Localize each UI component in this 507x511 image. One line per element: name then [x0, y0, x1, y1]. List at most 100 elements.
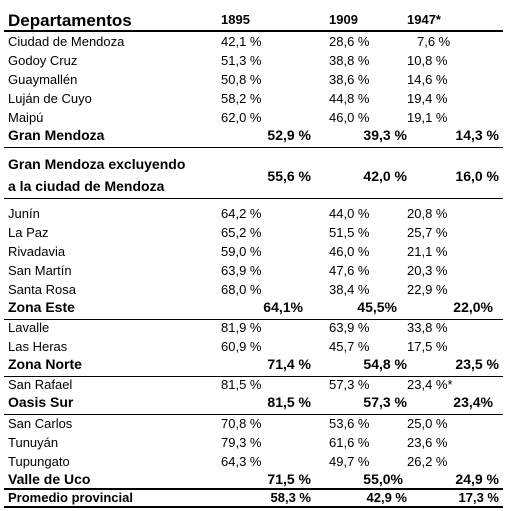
value-1947: 17,3 %: [458, 490, 499, 505]
value-1909: 55,0%: [363, 471, 403, 487]
value-1947: 23,4%: [453, 394, 493, 410]
value-1909: 46,0 %: [329, 110, 370, 125]
value-1947: 21,1 %: [407, 244, 448, 259]
row-name: La Paz: [8, 225, 49, 240]
value-1909: 45,5%: [357, 299, 397, 315]
value-1909: 44,0 %: [329, 206, 370, 221]
value-1947: 10,8 %: [407, 53, 448, 68]
value-1895: 81,5 %: [221, 377, 262, 392]
value-1909: 42,0 %: [363, 168, 407, 184]
row-name: Zona Este: [8, 299, 75, 315]
value-1947: 23,6 %: [407, 435, 448, 450]
row-name: San Carlos: [8, 416, 73, 431]
value-1895: 63,9 %: [221, 263, 262, 278]
value-1947: 19,1 %: [407, 110, 448, 125]
value-1909: 28,6 %: [329, 34, 370, 49]
value-1909: 51,5 %: [329, 225, 370, 240]
value-1909: 53,6 %: [329, 416, 370, 431]
row-name: Rivadavia: [8, 244, 66, 259]
value-1947: 22,9 %: [407, 282, 448, 297]
value-1947: 23,5 %: [455, 356, 499, 372]
value-1947: 25,0 %: [407, 416, 448, 431]
row-name: San Rafael: [8, 377, 73, 392]
header-rule: [4, 30, 503, 32]
value-1909: 54,8 %: [363, 356, 407, 372]
value-1895: 71,4 %: [267, 356, 311, 372]
row-name: Guaymallén: [8, 72, 78, 87]
row-name: Las Heras: [8, 339, 68, 354]
row-name-line2: a la ciudad de Mendoza: [8, 178, 165, 194]
value-1909: 44,8 %: [329, 91, 370, 106]
value-1947: 33,8 %: [407, 320, 448, 335]
value-1895: 79,3 %: [221, 435, 262, 450]
row-rule: [4, 488, 503, 490]
header-1895: 1895: [221, 12, 250, 27]
row-name: Lavalle: [8, 320, 50, 335]
row-rule: [4, 147, 503, 148]
bottom-rule: [4, 506, 503, 508]
row-name: San Martín: [8, 263, 72, 278]
value-1947: 14,6 %: [407, 72, 448, 87]
value-1947: 22,0%: [453, 299, 493, 315]
value-1947: 16,0 %: [455, 168, 499, 184]
row-name: Promedio provincial: [8, 490, 133, 505]
header-1947: 1947*: [407, 12, 441, 27]
value-1947: 25,7 %: [407, 225, 448, 240]
value-1895: 81,9 %: [221, 320, 262, 335]
value-1909: 38,6 %: [329, 72, 370, 87]
value-1895: 65,2 %: [221, 225, 262, 240]
value-1895: 51,3 %: [221, 53, 262, 68]
value-1909: 57,3 %: [329, 377, 370, 392]
value-1895: 55,6 %: [267, 168, 311, 184]
row-name: Godoy Cruz: [8, 53, 78, 68]
value-1909: 49,7 %: [329, 454, 370, 469]
value-1947: 19,4 %: [407, 91, 448, 106]
row-name: Gran Mendoza: [8, 127, 105, 143]
value-1909: 39,3 %: [363, 127, 407, 143]
row-name: Maipú: [8, 110, 44, 125]
value-1909: 47,6 %: [329, 263, 370, 278]
value-1895: 64,3 %: [221, 454, 262, 469]
row-name: Zona Norte: [8, 356, 82, 372]
value-1895: 70,8 %: [221, 416, 262, 431]
value-1895: 64,2 %: [221, 206, 262, 221]
row-name: Tupungato: [8, 454, 70, 469]
row-name: Oasis Sur: [8, 394, 74, 410]
value-1947: 23,4 %*: [407, 377, 453, 392]
row-name: Tunuyán: [8, 435, 59, 450]
value-1895: 81,5 %: [267, 394, 311, 410]
row-rule: [4, 319, 503, 320]
value-1895: 62,0 %: [221, 110, 262, 125]
row-name: Luján de Cuyo: [8, 91, 92, 106]
value-1947: 26,2 %: [407, 454, 448, 469]
row-name: Ciudad de Mendoza: [8, 34, 125, 49]
value-1947: 7,6 %: [417, 34, 451, 49]
value-1895: 52,9 %: [267, 127, 311, 143]
row-name: Junín: [8, 206, 40, 221]
value-1947: 17,5 %: [407, 339, 448, 354]
row-name: Santa Rosa: [8, 282, 76, 297]
value-1909: 38,4 %: [329, 282, 370, 297]
value-1909: 38,8 %: [329, 53, 370, 68]
row-name: Valle de Uco: [8, 471, 91, 487]
value-1895: 58,3 %: [270, 490, 311, 505]
value-1909: 63,9 %: [329, 320, 370, 335]
value-1947: 20,8 %: [407, 206, 448, 221]
value-1895: 64,1%: [263, 299, 303, 315]
value-1947: 14,3 %: [455, 127, 499, 143]
row-rule: [4, 198, 503, 199]
value-1909: 46,0 %: [329, 244, 370, 259]
header-1909: 1909: [329, 12, 358, 27]
value-1895: 58,2 %: [221, 91, 262, 106]
row-rule: [4, 376, 503, 377]
value-1895: 42,1 %: [221, 34, 262, 49]
row-rule: [4, 414, 503, 415]
value-1895: 50,8 %: [221, 72, 262, 87]
value-1895: 71,5 %: [267, 471, 311, 487]
value-1895: 59,0 %: [221, 244, 262, 259]
value-1947: 24,9 %: [455, 471, 499, 487]
value-1947: 20,3 %: [407, 263, 448, 278]
value-1909: 42,9 %: [366, 490, 407, 505]
value-1909: 45,7 %: [329, 339, 370, 354]
row-name-line1: Gran Mendoza excluyendo: [8, 156, 186, 172]
